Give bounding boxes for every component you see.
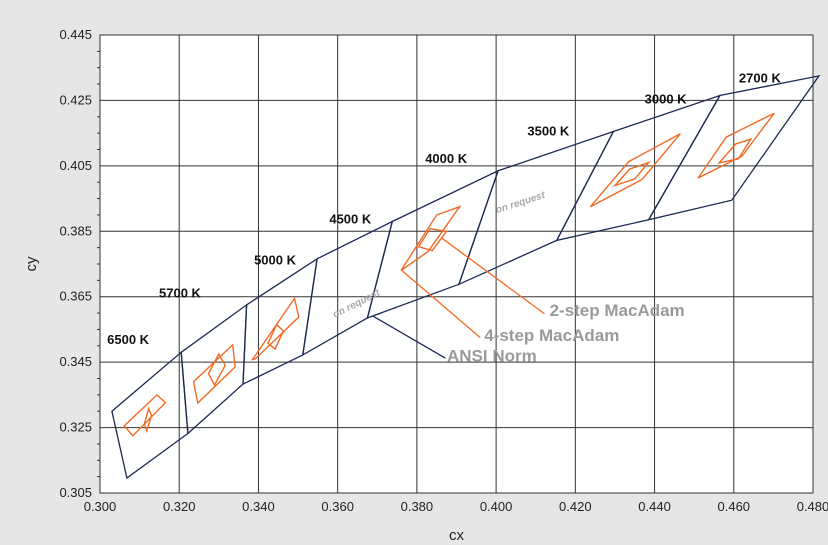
plot-area	[100, 35, 813, 493]
series-ansi-norm	[111, 74, 821, 480]
x-tick-label: 0.320	[163, 499, 196, 514]
cct-label: 2700 K	[739, 70, 782, 85]
macadam-4-step-quad	[123, 393, 167, 437]
cct-label: 3000 K	[645, 91, 688, 106]
callout-label: 4-step MacAdam	[484, 326, 619, 345]
macadam-4-step-quad	[589, 133, 681, 208]
y-tick-label: 0.325	[59, 420, 92, 435]
y-tick-label: 0.365	[59, 289, 92, 304]
y-axis-title: cy	[23, 256, 40, 272]
x-tick-label: 0.460	[718, 499, 751, 514]
callout-label: ANSI Norm	[447, 346, 537, 365]
y-tick-label: 0.385	[59, 223, 92, 238]
y-tick-label: 0.345	[59, 354, 92, 369]
macadam-2-step-quad	[207, 352, 227, 387]
x-tick-label: 0.400	[480, 499, 513, 514]
macadam-2-step-quad	[267, 323, 285, 351]
x-tick-label: 0.360	[321, 499, 354, 514]
y-tick-label: 0.405	[59, 158, 92, 173]
x-tick-label: 0.480	[797, 499, 828, 514]
x-tick-label: 0.420	[559, 499, 592, 514]
y-axis-ticks: 0.305 0.325 0.345 0.365 0.385 0.405 0.425 0.445	[59, 27, 92, 500]
macadam-2-step-quad	[417, 227, 448, 252]
y-tick-label: 0.445	[59, 27, 92, 42]
x-axis-ticks: 0.300 0.320 0.340 0.360 0.380 0.400 0.420 0.440…	[84, 499, 828, 514]
callout-leader	[401, 270, 481, 339]
cct-label: 4500 K	[329, 211, 372, 226]
ansi-quadrangle	[647, 74, 821, 221]
macadam-2-step-quad	[717, 137, 753, 165]
y-tick-label: 0.425	[59, 92, 92, 107]
callout-leader	[372, 315, 446, 359]
callout-leader	[441, 237, 545, 315]
y-tick-label: 0.305	[59, 485, 92, 500]
cct-label: 4000 K	[425, 151, 468, 166]
cct-label: 5700 K	[159, 285, 202, 300]
x-axis-title: cx	[449, 527, 465, 544]
macadam-4-step-quad	[697, 112, 775, 179]
x-tick-label: 0.380	[401, 499, 434, 514]
macadam-4-step-quad	[192, 343, 236, 405]
series-4-step-macadam	[123, 112, 775, 437]
cct-label: 6500 K	[107, 332, 150, 347]
macadam-2-step-quad	[143, 406, 153, 434]
cct-label: 3500 K	[527, 123, 570, 138]
macadam-4-step-quad	[250, 296, 300, 361]
plot-frame	[99, 34, 814, 494]
macadam-4-step-quad	[400, 205, 462, 272]
x-tick-label: 0.440	[638, 499, 671, 514]
grid	[97, 34, 814, 494]
cct-label: 5000 K	[254, 252, 297, 267]
macadam-2-step-quad	[612, 161, 651, 187]
x-tick-label: 0.340	[242, 499, 275, 514]
cct-labels: 6500 K 5700 K 5000 K 4500 K 4000 K 3500 K 3000…	[107, 70, 781, 347]
x-tick-label: 0.300	[84, 499, 117, 514]
callout-label: 2-step MacAdam	[550, 301, 685, 320]
series-2-step-macadam	[143, 137, 753, 434]
